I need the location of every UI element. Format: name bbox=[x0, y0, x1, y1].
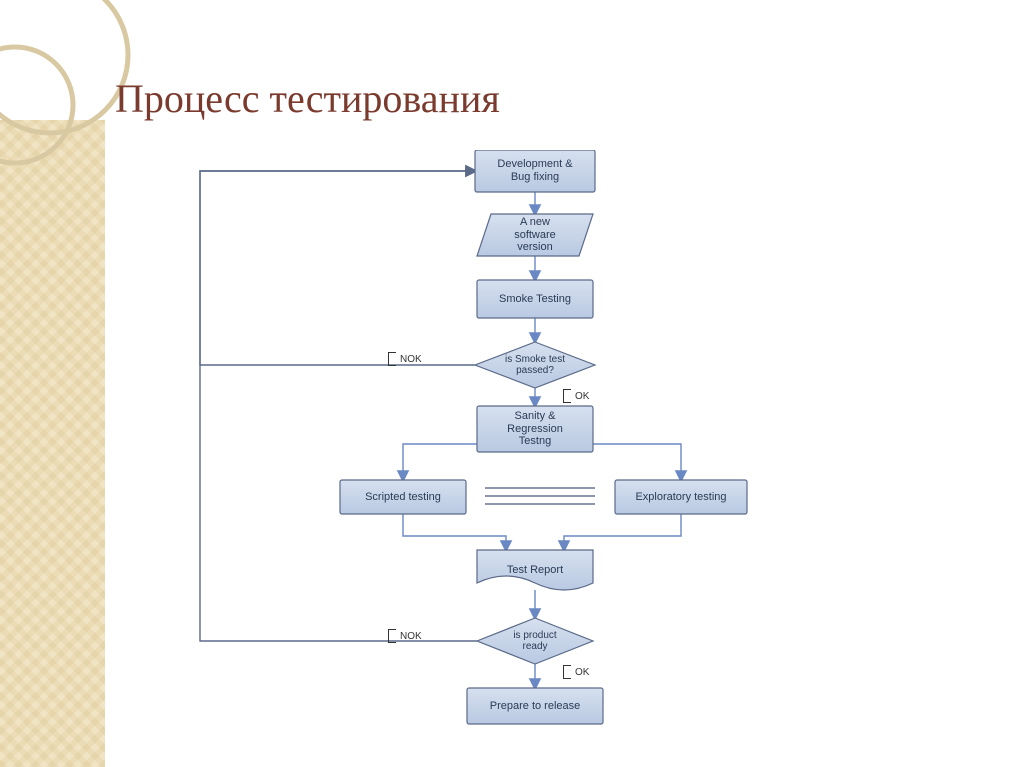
flowchart-edge bbox=[593, 444, 681, 480]
flowchart-node-label-newver: A newsoftwareversion bbox=[477, 214, 593, 256]
edge-label-ok: OK bbox=[575, 667, 589, 678]
edge-label-bracket bbox=[563, 389, 571, 403]
edge-label-bracket bbox=[388, 352, 396, 366]
flowchart-node-label-sanity: Sanity &RegressionTestng bbox=[477, 406, 593, 452]
flowchart-node-label-readyq: is productready bbox=[477, 618, 593, 664]
flowchart-node-label-report: Test Report bbox=[477, 550, 593, 590]
flowchart-node-label-dev: Development &Bug fixing bbox=[475, 150, 595, 192]
flowchart-edge bbox=[564, 514, 681, 550]
edge-label-nok: NOK bbox=[400, 354, 422, 365]
decor-texture bbox=[0, 120, 105, 767]
edge-label-ok: OK bbox=[575, 391, 589, 402]
flowchart-canvas: Development &Bug fixing A newsoftwarevers… bbox=[145, 150, 885, 740]
flowchart-edge bbox=[200, 171, 475, 365]
flowchart-node-label-smoke: Smoke Testing bbox=[477, 280, 593, 318]
flowchart-edge bbox=[403, 514, 506, 550]
edge-label-bracket bbox=[563, 665, 571, 679]
flowchart-node-label-scripted: Scripted testing bbox=[340, 480, 466, 514]
flowchart-node-label-release: Prepare to release bbox=[467, 688, 603, 724]
flowchart-edge bbox=[200, 171, 477, 641]
edge-label-bracket bbox=[388, 629, 396, 643]
flowchart-edge bbox=[403, 444, 477, 480]
flowchart-node-label-explor: Exploratory testing bbox=[615, 480, 747, 514]
slide-title: Процесс тестирования bbox=[115, 75, 500, 122]
flowchart-node-label-smokeq: is Smoke testpassed? bbox=[475, 342, 595, 388]
edge-label-nok: NOK bbox=[400, 631, 422, 642]
